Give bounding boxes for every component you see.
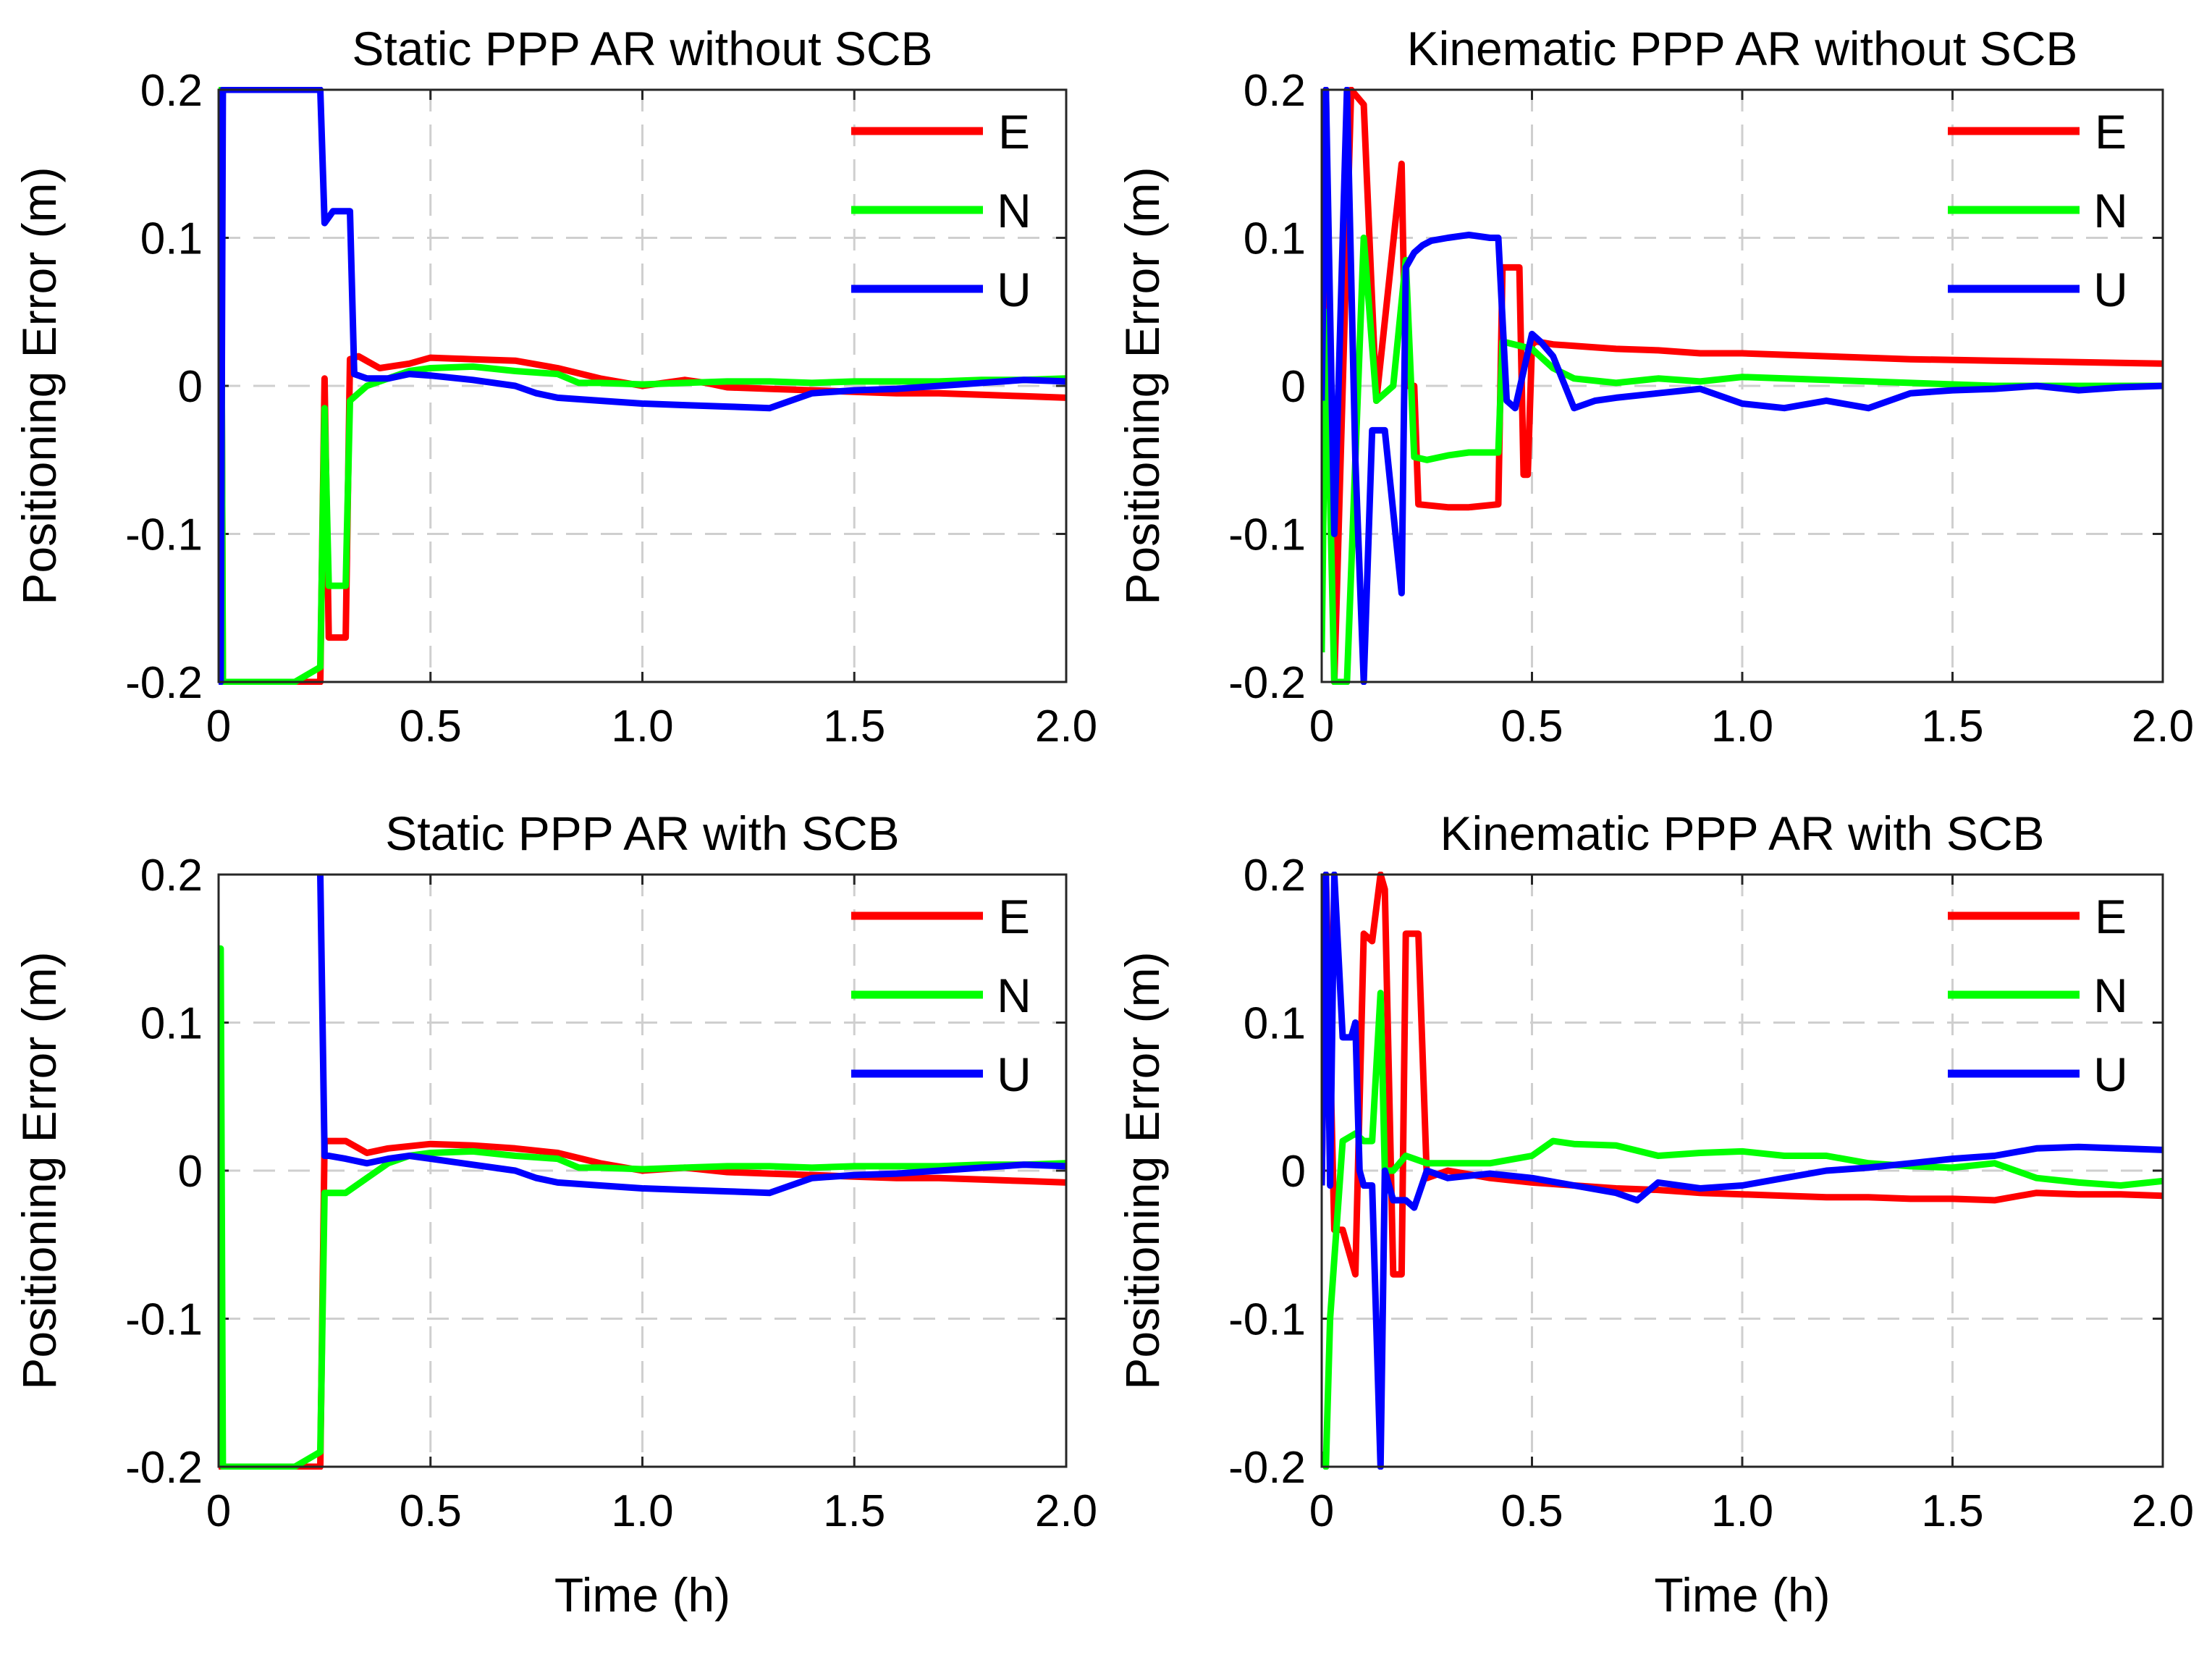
chart-panel-1: 0 0.5 1.0 1.5 2.0 0.2 0.1 0 -0.1 -0.2 ENU Static PP…	[12, 22, 1097, 751]
x-tick-label: 0	[206, 702, 231, 751]
y-tick-label: -0.1	[1228, 1295, 1306, 1345]
chart-panel-2: 0 0.5 1.0 1.5 2.0 0.2 0.1 0 -0.1 -0.2 ENU Kinematic…	[1115, 22, 2194, 751]
y-tick-label: 0.2	[1244, 66, 1306, 116]
y-axis-label: Positioning Error (m)	[1115, 951, 1169, 1389]
legend-label-E: E	[998, 890, 1030, 943]
x-tick-label: 2.0	[2132, 702, 2194, 751]
y-tick-label: -0.1	[125, 510, 203, 560]
x-tick-label: 1.5	[1921, 702, 1983, 751]
y-tick-label: 0	[1281, 362, 1306, 412]
chart-panel-4: 0 0.5 1.0 1.5 2.0 0.2 0.1 0 -0.1 -0.2 ENU Kinematic…	[1115, 806, 2194, 1622]
y-tick-label: -0.1	[125, 1295, 203, 1345]
x-tick-label: 1.5	[823, 1486, 885, 1536]
x-tick-label: 2.0	[1035, 702, 1097, 751]
y-axis-label: Positioning Error (m)	[12, 167, 66, 605]
chart-title: Static PPP AR without SCB	[352, 22, 932, 75]
chart-title: Kinematic PPP AR with SCB	[1440, 806, 2044, 860]
axes-box	[1320, 88, 2164, 683]
axes-box	[217, 873, 1068, 1468]
x-tick-label: 0.5	[400, 702, 462, 751]
series-line-U	[1322, 872, 2163, 1470]
y-tick-label: -0.1	[1228, 510, 1306, 560]
series-line-N	[1322, 235, 2163, 685]
series-line-U	[1322, 87, 2163, 685]
x-tick-label: 2.0	[2132, 1486, 2194, 1536]
x-tick-label: 1.5	[823, 702, 885, 751]
legend-label-U: U	[2093, 1048, 2128, 1101]
x-tick-label: 1.0	[611, 702, 673, 751]
x-tick-label: 0	[206, 1486, 231, 1536]
series-line-N	[219, 87, 1066, 685]
x-tick-label: 0.5	[1500, 702, 1563, 751]
y-tick-label: 0.1	[140, 214, 203, 264]
y-tick-label: 0.2	[1244, 851, 1306, 901]
axes-box	[217, 88, 1068, 683]
legend-label-U: U	[997, 263, 1031, 316]
series-line-U	[317, 874, 1066, 1197]
chart-title: Kinematic PPP AR without SCB	[1407, 22, 2078, 75]
series-line-E	[1322, 872, 2163, 1278]
y-tick-label: -0.2	[1228, 658, 1306, 708]
y-tick-label: 0.1	[1244, 214, 1306, 264]
x-tick-label: 1.0	[1711, 702, 1773, 751]
legend-label-U: U	[2093, 263, 2128, 316]
y-tick-label: -0.2	[125, 1443, 203, 1493]
chart-title: Static PPP AR with SCB	[385, 806, 899, 860]
y-axis-label: Positioning Error (m)	[1115, 167, 1169, 605]
legend-label-N: N	[997, 184, 1031, 237]
y-tick-label: -0.2	[125, 658, 203, 708]
y-tick-label: 0.2	[140, 66, 203, 116]
y-tick-label: 0.1	[140, 999, 203, 1049]
y-tick-label: -0.2	[1228, 1443, 1306, 1493]
series-line-N	[1322, 990, 2163, 1470]
legend-label-U: U	[997, 1048, 1031, 1101]
series-line-N	[219, 945, 1066, 1470]
x-tick-label: 0	[1309, 702, 1334, 751]
legend-label-N: N	[2093, 184, 2128, 237]
y-axis-label: Positioning Error (m)	[12, 951, 66, 1389]
x-tick-label: 0.5	[1500, 1486, 1563, 1536]
x-tick-label: 1.5	[1921, 1486, 1983, 1536]
x-tick-label: 1.0	[611, 1486, 673, 1536]
legend-label-E: E	[2095, 890, 2127, 943]
series-line-U	[219, 87, 1066, 685]
x-tick-label: 0.5	[400, 1486, 462, 1536]
y-tick-label: 0	[178, 1147, 203, 1197]
y-tick-label: 0.1	[1244, 999, 1306, 1049]
x-tick-label: 0	[1309, 1486, 1334, 1536]
legend-label-N: N	[2093, 969, 2128, 1022]
x-tick-label: 2.0	[1035, 1486, 1097, 1536]
y-tick-label: 0	[1281, 1147, 1306, 1197]
axes-box	[1320, 873, 2164, 1468]
x-axis-label: Time (h)	[554, 1568, 730, 1622]
x-axis-label: Time (h)	[1654, 1568, 1830, 1622]
legend-label-E: E	[2095, 105, 2127, 159]
legend-label-N: N	[997, 969, 1031, 1022]
chart-panel-3: 0 0.5 1.0 1.5 2.0 0.2 0.1 0 -0.1 -0.2 ENU Static PP…	[12, 806, 1097, 1622]
x-tick-label: 1.0	[1711, 1486, 1773, 1536]
y-tick-label: 0	[178, 362, 203, 412]
legend-label-E: E	[998, 105, 1030, 159]
y-tick-label: 0.2	[140, 851, 203, 901]
